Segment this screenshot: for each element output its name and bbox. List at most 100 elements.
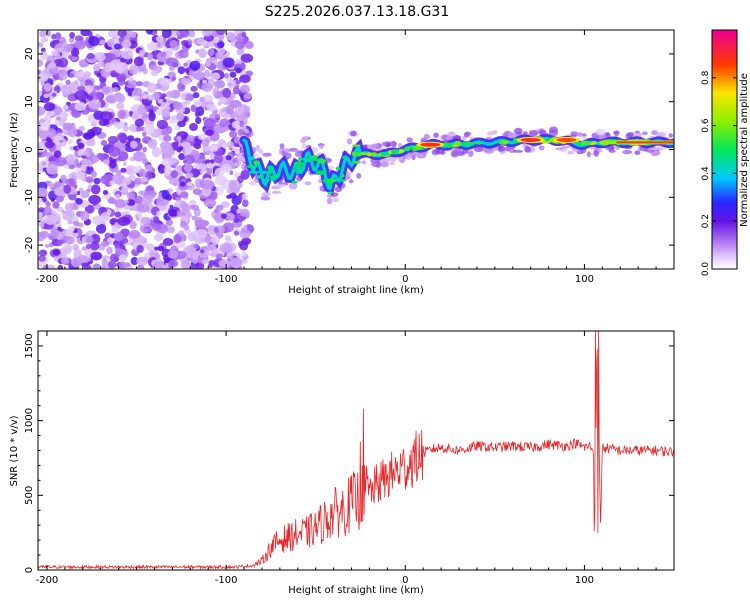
colorbar-strip xyxy=(712,67,737,71)
noise-speckle xyxy=(210,72,221,80)
x-tick-label: 100 xyxy=(575,575,594,586)
ridge-halo xyxy=(446,132,456,137)
noise-speckle xyxy=(162,237,174,246)
colorbar-strip xyxy=(712,165,737,169)
noise-speckle xyxy=(240,227,246,234)
ridge-halo xyxy=(651,130,658,136)
ridge-halo xyxy=(304,181,312,186)
noise-speckle xyxy=(85,153,91,158)
colorbar-strip xyxy=(712,81,737,85)
noise-speckle xyxy=(75,198,83,205)
noise-speckle xyxy=(202,94,214,103)
ridge-core xyxy=(253,160,260,165)
noise-speckle xyxy=(123,161,127,166)
ridge-core xyxy=(462,142,467,145)
ridge-halo xyxy=(350,130,357,137)
noise-speckle xyxy=(106,209,112,216)
noise-speckle xyxy=(189,200,197,206)
colorbar-strip xyxy=(712,237,737,240)
colorbar-strip xyxy=(712,211,737,214)
ridge-halo xyxy=(538,129,547,136)
noise-speckle xyxy=(65,79,71,86)
noise-speckle xyxy=(153,260,163,269)
noise-speckle xyxy=(184,145,194,154)
ridge-halo xyxy=(346,138,353,145)
noise-speckle xyxy=(240,258,248,264)
ridge-core xyxy=(298,157,303,162)
noise-speckle xyxy=(122,177,132,186)
noise-speckle xyxy=(223,126,229,132)
noise-speckle xyxy=(113,231,124,242)
noise-speckle xyxy=(154,234,164,242)
colorbar-strip xyxy=(712,97,737,101)
noise-speckle xyxy=(64,202,75,213)
noise-speckle xyxy=(164,165,172,175)
noise-speckle xyxy=(51,228,60,238)
noise-speckle xyxy=(169,40,178,48)
noise-speckle xyxy=(184,163,192,173)
noise-speckle xyxy=(236,48,245,56)
noise-speckle xyxy=(142,131,147,137)
colorbar-strip xyxy=(712,223,737,226)
ridge-halo xyxy=(645,149,655,153)
ridge-core xyxy=(475,142,482,145)
noise-speckle xyxy=(189,264,197,269)
colorbar-strip xyxy=(712,201,737,204)
noise-speckle xyxy=(221,143,227,149)
colorbar-strip xyxy=(712,179,737,182)
noise-speckle xyxy=(77,254,88,264)
noise-speckle xyxy=(200,169,207,175)
noise-speckle xyxy=(243,105,251,113)
noise-speckle xyxy=(171,76,177,81)
noise-speckle xyxy=(165,219,173,227)
ridge-halo xyxy=(561,145,571,149)
y-tick-label: 10 xyxy=(24,95,35,108)
x-tick-label: 0 xyxy=(402,274,408,285)
ridge-halo xyxy=(608,149,616,153)
x-tick-label: -100 xyxy=(215,274,238,285)
noise-speckle xyxy=(51,92,57,98)
x-tick-label: 100 xyxy=(575,274,594,285)
noise-speckle xyxy=(129,221,137,229)
ridge-halo xyxy=(548,126,559,134)
noise-speckle xyxy=(118,254,127,262)
colorbar-strip xyxy=(712,197,737,200)
noise-speckle xyxy=(117,30,127,38)
noise-speckle xyxy=(145,30,153,35)
colorbar-strip xyxy=(712,219,737,222)
noise-speckle xyxy=(81,236,88,244)
noise-speckle xyxy=(101,258,108,266)
ridge-halo xyxy=(389,140,397,147)
noise-speckle xyxy=(38,70,41,75)
noise-speckle xyxy=(176,135,182,141)
colorbar-strip xyxy=(712,261,737,264)
noise-speckle xyxy=(68,164,75,170)
ridge-halo xyxy=(356,173,362,179)
ridge-halo xyxy=(381,141,388,147)
noise-speckle xyxy=(60,118,66,124)
noise-speckle xyxy=(215,253,223,260)
noise-speckle xyxy=(210,145,219,152)
x-tick-label: -200 xyxy=(36,274,59,285)
noise-speckle xyxy=(43,36,49,43)
noise-speckle xyxy=(133,87,143,97)
noise-speckle xyxy=(235,79,241,85)
colorbar-strip xyxy=(712,149,737,153)
ridge-halo xyxy=(514,127,523,135)
noise-speckle xyxy=(85,176,94,183)
noise-speckle xyxy=(205,60,212,67)
ridge-halo xyxy=(555,147,565,151)
noise-speckle xyxy=(205,129,214,136)
ridge-core xyxy=(270,177,277,182)
noise-speckle xyxy=(192,142,199,149)
noise-speckle xyxy=(104,65,112,73)
ridge-halo xyxy=(492,129,498,135)
noise-speckle xyxy=(79,210,90,221)
noise-speckle xyxy=(235,106,245,115)
noise-speckle xyxy=(151,222,162,231)
noise-speckle xyxy=(196,38,205,45)
noise-speckle xyxy=(143,228,149,233)
noise-speckle xyxy=(143,124,155,135)
noise-speckle xyxy=(99,111,113,122)
